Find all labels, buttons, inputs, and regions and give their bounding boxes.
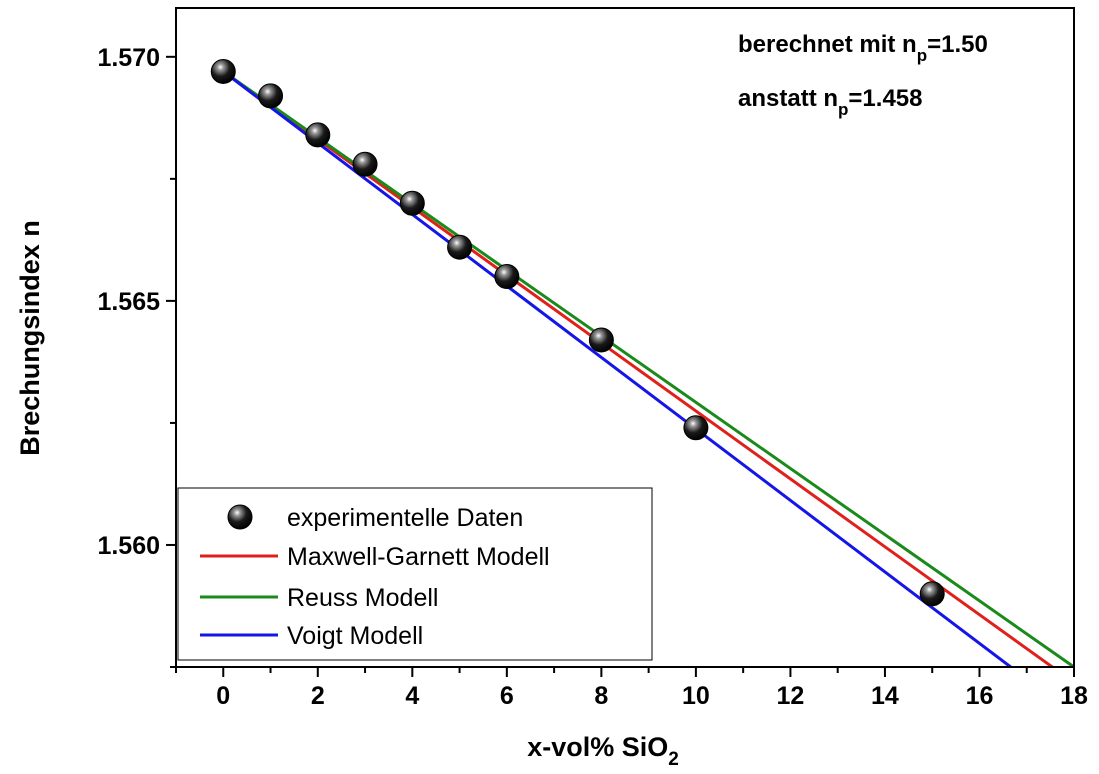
x-axis-title-subscript: 2 [668, 749, 679, 770]
annotation-line-1: berechnet mit np=1.50 [738, 31, 988, 65]
x-tick-label: 6 [500, 682, 514, 710]
data-point [305, 122, 331, 148]
y-tick-label: 1.560 [97, 532, 160, 560]
data-point [352, 151, 378, 177]
x-tick-labels: 0 2 4 6 8 10 12 14 16 18 [216, 682, 1088, 710]
data-point [399, 190, 425, 216]
x-tick-label: 10 [682, 682, 710, 710]
legend-label: Voigt Modell [287, 622, 423, 650]
annotation-line-2: anstatt np=1.458 [738, 85, 922, 119]
x-tick-label: 8 [594, 682, 608, 710]
legend-box [177, 487, 653, 661]
legend-label: Reuss Modell [287, 584, 438, 612]
axes-ticks [166, 55, 1075, 677]
x-tick-label: 12 [777, 682, 805, 710]
legend: experimentelle Daten Maxwell-Garnett Mode… [177, 487, 653, 661]
y-tick-labels: 1.560 1.565 1.570 [97, 44, 160, 560]
data-point [588, 327, 614, 353]
data-point [447, 234, 473, 260]
y-axis-title: Brechungsindex n [15, 220, 45, 456]
plot-frame [175, 7, 1075, 668]
data-point [919, 581, 945, 607]
x-tick-label: 4 [405, 682, 419, 710]
legend-label: Maxwell-Garnett Modell [287, 543, 550, 571]
x-tick-label: 16 [966, 682, 994, 710]
data-points [210, 58, 945, 607]
legend-label: experimentelle Daten [287, 504, 523, 532]
x-tick-label: 18 [1060, 682, 1088, 710]
data-point [210, 58, 236, 84]
y-tick-label: 1.565 [97, 288, 160, 316]
data-point [258, 83, 284, 109]
x-tick-label: 14 [871, 682, 899, 710]
x-tick-label: 2 [311, 682, 325, 710]
y-tick-label: 1.570 [97, 44, 160, 72]
data-point [683, 415, 709, 441]
x-tick-label: 0 [216, 682, 230, 710]
data-point [494, 263, 520, 289]
legend-marker [227, 504, 253, 530]
x-axis-title: x-vol% SiO2 [527, 732, 679, 770]
